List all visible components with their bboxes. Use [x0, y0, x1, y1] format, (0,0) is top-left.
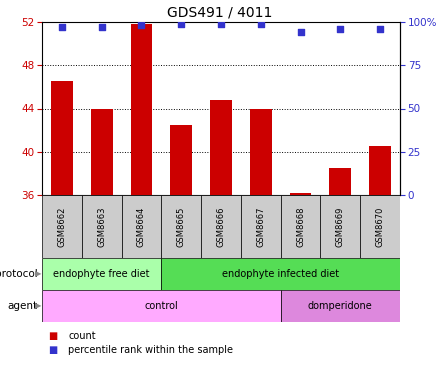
Point [138, 23, 145, 29]
Bar [51, 82, 73, 195]
Text: ▶: ▶ [35, 269, 41, 279]
Bar [360, 195, 400, 258]
Text: ■: ■ [48, 345, 58, 355]
Text: GSM8664: GSM8664 [137, 206, 146, 247]
Text: control: control [144, 301, 178, 311]
Text: GSM8666: GSM8666 [216, 206, 225, 247]
Bar [161, 195, 201, 258]
Bar [290, 193, 312, 195]
Bar [369, 146, 391, 195]
Bar [210, 100, 232, 195]
Point [217, 21, 224, 27]
Bar [42, 195, 82, 258]
Bar [320, 195, 360, 258]
Text: domperidone: domperidone [308, 301, 373, 311]
Bar [241, 195, 281, 258]
Point [178, 21, 185, 27]
Point [59, 24, 66, 30]
Text: percentile rank within the sample: percentile rank within the sample [68, 345, 233, 355]
Bar [161, 258, 400, 290]
Text: count: count [68, 331, 96, 341]
Bar [201, 195, 241, 258]
Point [98, 24, 105, 30]
Text: GDS491 / 4011: GDS491 / 4011 [167, 5, 273, 19]
Text: GSM8668: GSM8668 [296, 206, 305, 247]
Text: ■: ■ [48, 331, 58, 341]
Bar [250, 108, 272, 195]
Bar [121, 195, 161, 258]
Text: GSM8669: GSM8669 [336, 206, 345, 247]
Bar [42, 258, 161, 290]
Bar [330, 168, 351, 195]
Bar [281, 290, 400, 322]
Text: GSM8670: GSM8670 [376, 206, 385, 247]
Point [257, 21, 264, 27]
Bar [91, 108, 113, 195]
Text: GSM8665: GSM8665 [177, 206, 186, 247]
Bar [42, 290, 281, 322]
Bar [131, 24, 152, 195]
Text: agent: agent [7, 301, 37, 311]
Point [377, 26, 384, 32]
Bar [82, 195, 121, 258]
Bar [170, 125, 192, 195]
Text: protocol: protocol [0, 269, 37, 279]
Text: endophyte free diet: endophyte free diet [53, 269, 150, 279]
Text: GSM8662: GSM8662 [57, 206, 66, 247]
Text: endophyte infected diet: endophyte infected diet [222, 269, 339, 279]
Point [337, 26, 344, 32]
Text: ▶: ▶ [35, 302, 41, 310]
Text: GSM8667: GSM8667 [256, 206, 265, 247]
Point [297, 29, 304, 35]
Bar [281, 195, 320, 258]
Text: GSM8663: GSM8663 [97, 206, 106, 247]
